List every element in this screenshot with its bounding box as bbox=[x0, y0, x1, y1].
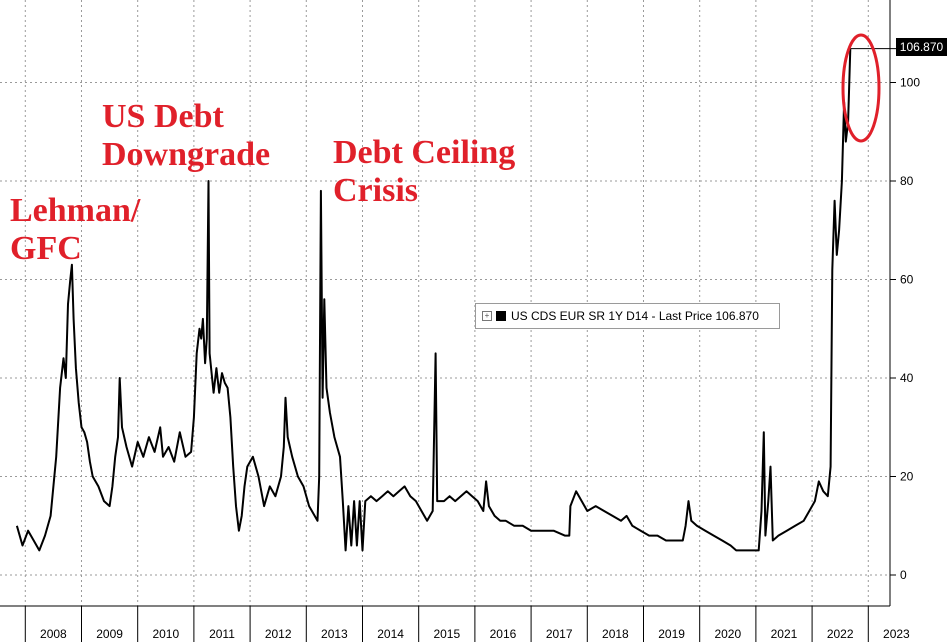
expand-icon[interactable]: + bbox=[482, 311, 492, 321]
y-tick-label: 60 bbox=[900, 273, 914, 287]
y-tick-label: 20 bbox=[900, 470, 914, 484]
last-price-label: 106.870 bbox=[896, 38, 947, 56]
annotation-us-debt-downgrade: US Debt Downgrade bbox=[102, 98, 271, 173]
x-tick-label: 2014 bbox=[377, 627, 404, 641]
y-tick-label: 40 bbox=[900, 371, 914, 385]
x-tick-label: 2008 bbox=[40, 627, 67, 641]
legend: + US CDS EUR SR 1Y D14 - Last Price 106.… bbox=[475, 303, 780, 329]
x-tick-label: 2019 bbox=[658, 627, 685, 641]
x-tick-label: 2017 bbox=[546, 627, 573, 641]
x-tick-label: 2010 bbox=[152, 627, 179, 641]
x-tick-label: 2009 bbox=[96, 627, 123, 641]
series-line bbox=[15, 48, 852, 552]
highlight-ellipse bbox=[841, 33, 881, 143]
annotation-debt-ceiling: Debt Ceiling Crisis bbox=[333, 134, 516, 209]
axes bbox=[0, 0, 891, 607]
x-tick-label: 2020 bbox=[714, 627, 741, 641]
x-tick-label: 2021 bbox=[771, 627, 798, 641]
y-tick-label: 80 bbox=[900, 174, 914, 188]
x-tick-label: 2018 bbox=[602, 627, 629, 641]
x-tick-label: 2011 bbox=[209, 627, 235, 641]
x-tick-label: 2012 bbox=[265, 627, 292, 641]
x-tick-label: 2015 bbox=[433, 627, 460, 641]
legend-label: US CDS EUR SR 1Y D14 - Last Price 106.87… bbox=[511, 309, 759, 323]
y-tick-label: 0 bbox=[900, 568, 907, 582]
series-swatch bbox=[496, 311, 506, 321]
y-axis-ticks: 0 20 40 60 80 100 bbox=[890, 76, 920, 582]
y-tick-label: 100 bbox=[900, 76, 920, 90]
annotation-lehman: Lehman/ GFC bbox=[10, 192, 141, 267]
x-axis-ticks: 2008 2009 2010 2011 2012 2013 2014 2015 2016 2017… bbox=[24, 606, 910, 642]
x-tick-label: 2023 bbox=[883, 627, 910, 641]
x-tick-label: 2022 bbox=[827, 627, 854, 641]
x-tick-label: 2016 bbox=[490, 627, 517, 641]
x-tick-label: 2013 bbox=[321, 627, 348, 641]
